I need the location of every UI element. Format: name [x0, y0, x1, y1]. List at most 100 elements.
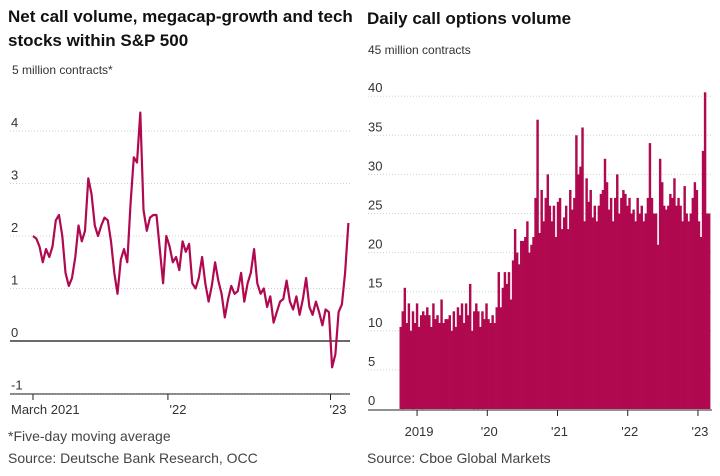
left-chart-title: Net call volume, megacap-growth and tech… — [8, 7, 353, 50]
left-y-tick-label: 0 — [11, 325, 18, 340]
volume-bar — [442, 323, 445, 409]
volume-bar — [642, 221, 646, 409]
volume-bar — [436, 315, 439, 409]
volume-bar — [556, 201, 560, 409]
volume-bar — [536, 119, 539, 409]
volume-bar — [601, 190, 605, 409]
volume-bar — [634, 221, 637, 409]
right-x-tick-label: '21 — [551, 424, 568, 439]
volume-bar — [646, 197, 650, 409]
left-x-tick-label: '22 — [170, 402, 187, 417]
volume-bar — [524, 237, 527, 409]
volume-bar — [697, 221, 701, 409]
volume-bar — [511, 260, 515, 409]
volume-bar — [477, 311, 480, 410]
volume-bar — [479, 326, 482, 409]
left-y-tick-label: 2 — [11, 220, 18, 235]
volume-bar — [579, 166, 582, 409]
volume-bar — [562, 217, 566, 409]
volume-bar — [699, 237, 703, 409]
right-y-tick-label: 25 — [368, 198, 382, 213]
left-source: Source: Deutsche Bank Research, OCC — [8, 450, 258, 466]
volume-bar — [587, 201, 590, 409]
left-y-tick-label: -1 — [11, 378, 23, 393]
volume-bar — [609, 197, 613, 409]
volume-bar — [411, 311, 415, 410]
left-y-tick-label: 4 — [11, 115, 18, 130]
volume-bar — [560, 229, 564, 409]
volume-bar — [403, 287, 407, 409]
volume-bar — [603, 158, 607, 409]
volume-bar — [624, 193, 627, 409]
volume-bar — [605, 182, 609, 409]
volume-bar — [462, 323, 466, 409]
volume-bar — [583, 221, 586, 409]
volume-bar — [401, 311, 404, 410]
volume-bar — [577, 174, 580, 409]
volume-bar — [534, 197, 537, 409]
right-y-tick-label: 40 — [368, 80, 382, 95]
volume-bar — [428, 315, 431, 409]
volume-bar — [440, 299, 443, 409]
left-unit-label: 5 million contracts* — [12, 63, 113, 77]
volume-bar — [483, 319, 486, 409]
volume-bar — [616, 174, 619, 409]
volume-bar — [409, 330, 413, 409]
volume-bar — [528, 252, 531, 409]
volume-bar — [532, 237, 535, 409]
volume-bar — [450, 330, 454, 409]
left-x-tick-label: March 2021 — [11, 402, 80, 417]
volume-bar — [550, 221, 554, 409]
volume-bar — [571, 209, 574, 409]
volume-bar — [460, 303, 464, 409]
volume-bar — [656, 244, 660, 409]
volume-bar — [501, 287, 505, 409]
volume-bar — [687, 221, 690, 409]
volume-bar — [611, 221, 615, 409]
volume-bar — [589, 190, 592, 409]
volume-bar — [446, 319, 449, 409]
volume-bar — [689, 213, 693, 409]
volume-bar — [481, 311, 484, 410]
right-chart-title: Daily call options volume — [367, 9, 572, 28]
volume-bar — [681, 221, 684, 409]
volume-bar — [509, 299, 513, 409]
volume-bar — [581, 127, 584, 409]
volume-bar — [432, 303, 435, 409]
right-source: Source: Cboe Global Markets — [367, 450, 551, 466]
volume-bar — [430, 326, 433, 409]
net-call-volume-chart: -1 0 1 2 3 4 March 2021 '22 '23 — [10, 111, 350, 417]
volume-bar — [552, 205, 556, 409]
volume-bar — [695, 190, 699, 409]
volume-bar — [497, 272, 500, 409]
volume-bar — [515, 252, 519, 409]
net-call-volume-line — [32, 111, 350, 369]
volume-bar — [644, 213, 648, 409]
volume-bar — [607, 209, 611, 409]
volume-bar — [613, 197, 617, 409]
right-x-tick-label: '20 — [481, 424, 498, 439]
volume-bar — [679, 205, 682, 409]
volume-bar — [591, 217, 594, 409]
volume-bar — [638, 213, 641, 409]
right-y-tick-label: 10 — [368, 315, 382, 330]
volume-bar — [517, 264, 521, 409]
volume-bar — [530, 244, 533, 409]
volume-bar — [628, 197, 631, 409]
left-y-tick-label: 1 — [11, 273, 18, 288]
right-x-tick-label: '23 — [691, 424, 708, 439]
volume-bar — [526, 221, 529, 409]
volume-bar — [585, 178, 588, 409]
volume-bar — [513, 229, 517, 409]
volume-bar — [667, 205, 670, 409]
volume-bar — [405, 323, 409, 409]
volume-bar — [542, 221, 545, 409]
volume-bar — [495, 307, 498, 409]
volume-bar — [466, 315, 470, 409]
volume-bar — [489, 323, 492, 409]
volume-bar — [663, 205, 666, 409]
volume-bar — [669, 193, 672, 409]
volume-bar — [620, 197, 623, 409]
volume-bar — [548, 205, 552, 409]
volume-bar — [636, 197, 639, 409]
